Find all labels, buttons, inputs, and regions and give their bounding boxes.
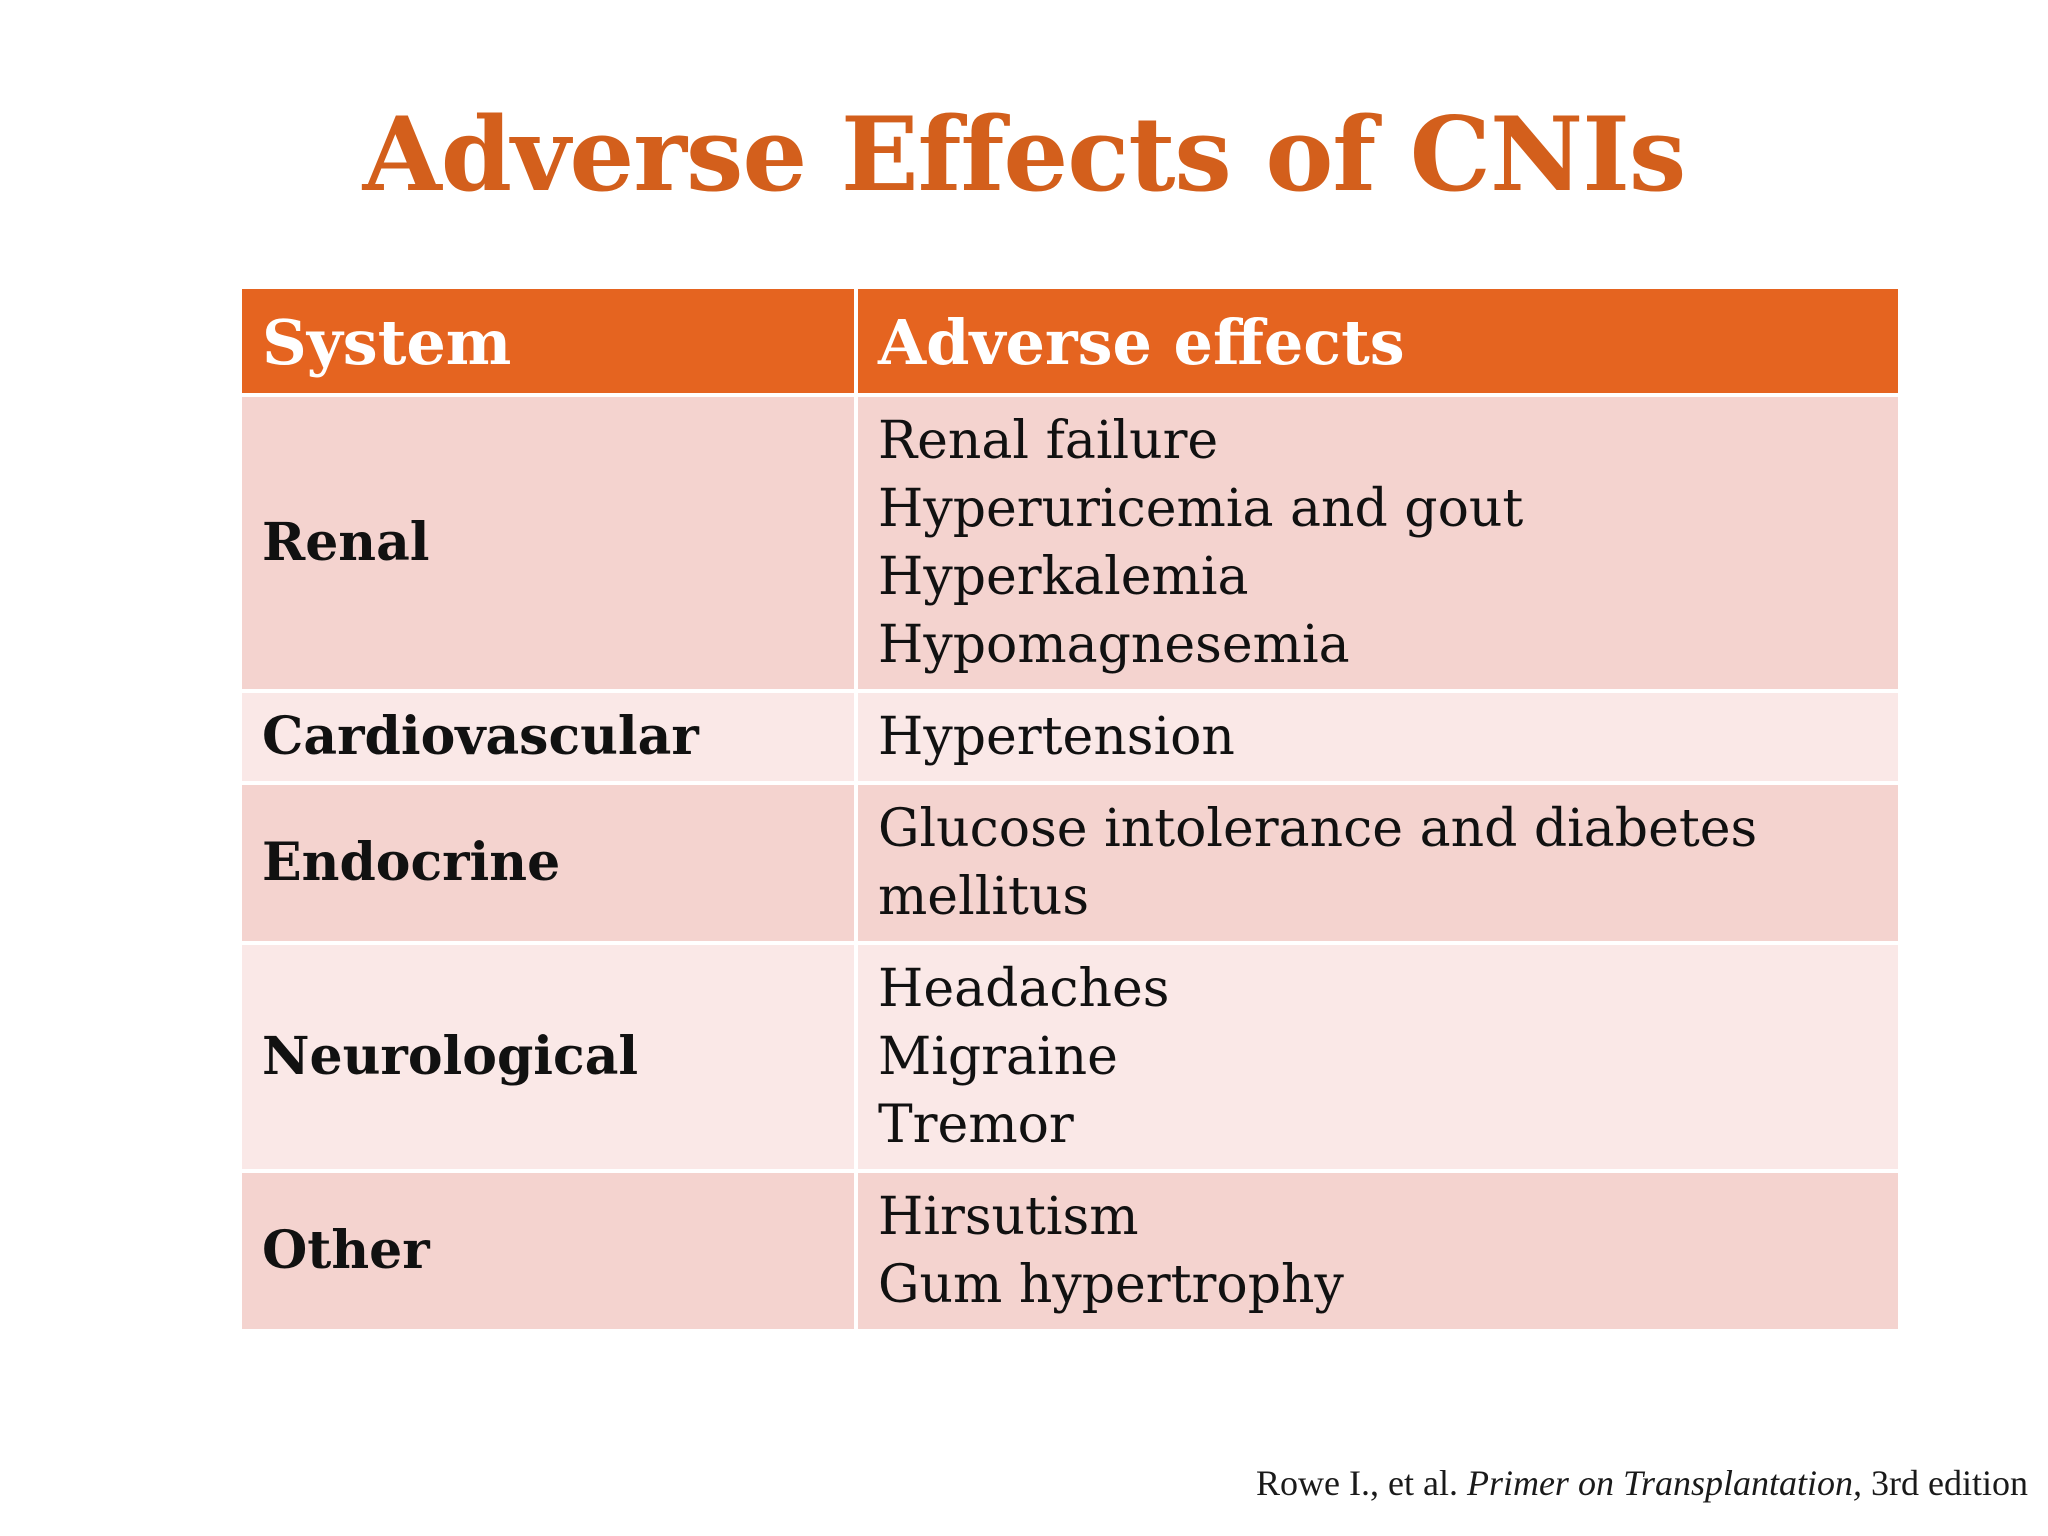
effects-cell: Renal failure Hyperuricemia and gout Hyp…	[854, 393, 1902, 693]
effect-item: Hyperuricemia and gout	[878, 479, 1524, 539]
system-cell: Other	[238, 1169, 858, 1333]
citation: Rowe I., et al. Primer on Transplantatio…	[1256, 1458, 2028, 1508]
effect-item: Migraine	[878, 1027, 1118, 1087]
table-row: Neurological Headaches Migraine Tremor	[238, 941, 1902, 1173]
table-row: Cardiovascular Hypertension	[238, 689, 1902, 785]
citation-book-title: Primer on Transplantation,	[1466, 1463, 1863, 1503]
effects-cell: Hypertension	[854, 689, 1902, 785]
effects-cell: Headaches Migraine Tremor	[854, 941, 1902, 1173]
effect-item: Hypertension	[878, 707, 1235, 767]
effect-item: Renal failure	[878, 411, 1219, 471]
system-cell: Neurological	[238, 941, 858, 1173]
effects-cell: Glucose intolerance and diabetes mellitu…	[854, 781, 1902, 945]
effect-item: Hyperkalemia	[878, 547, 1249, 607]
effect-item: Glucose intolerance and diabetes mellitu…	[878, 799, 1758, 927]
table-header-row: System Adverse effects	[238, 285, 1902, 397]
effect-item: Hirsutism	[878, 1187, 1139, 1247]
effect-item: Hypomagnesemia	[878, 615, 1350, 675]
effect-item: Tremor	[878, 1095, 1074, 1155]
header-system: System	[238, 285, 858, 397]
citation-edition: 3rd edition	[1862, 1463, 2028, 1503]
slide-title: Adverse Effects of CNIs	[362, 95, 1687, 215]
system-cell: Endocrine	[238, 781, 858, 945]
system-cell: Renal	[238, 393, 858, 693]
effect-item: Headaches	[878, 959, 1170, 1019]
system-cell: Cardiovascular	[238, 689, 858, 785]
effects-cell: Hirsutism Gum hypertrophy	[854, 1169, 1902, 1333]
table-row: Renal Renal failure Hyperuricemia and go…	[238, 393, 1902, 693]
citation-authors: Rowe I., et al.	[1256, 1463, 1467, 1503]
effect-item: Gum hypertrophy	[878, 1255, 1344, 1315]
table-row: Other Hirsutism Gum hypertrophy	[238, 1169, 1902, 1333]
adverse-effects-table: System Adverse effects Renal Renal failu…	[238, 285, 1902, 1333]
table-row: Endocrine Glucose intolerance and diabet…	[238, 781, 1902, 945]
header-adverse-effects: Adverse effects	[854, 285, 1902, 397]
